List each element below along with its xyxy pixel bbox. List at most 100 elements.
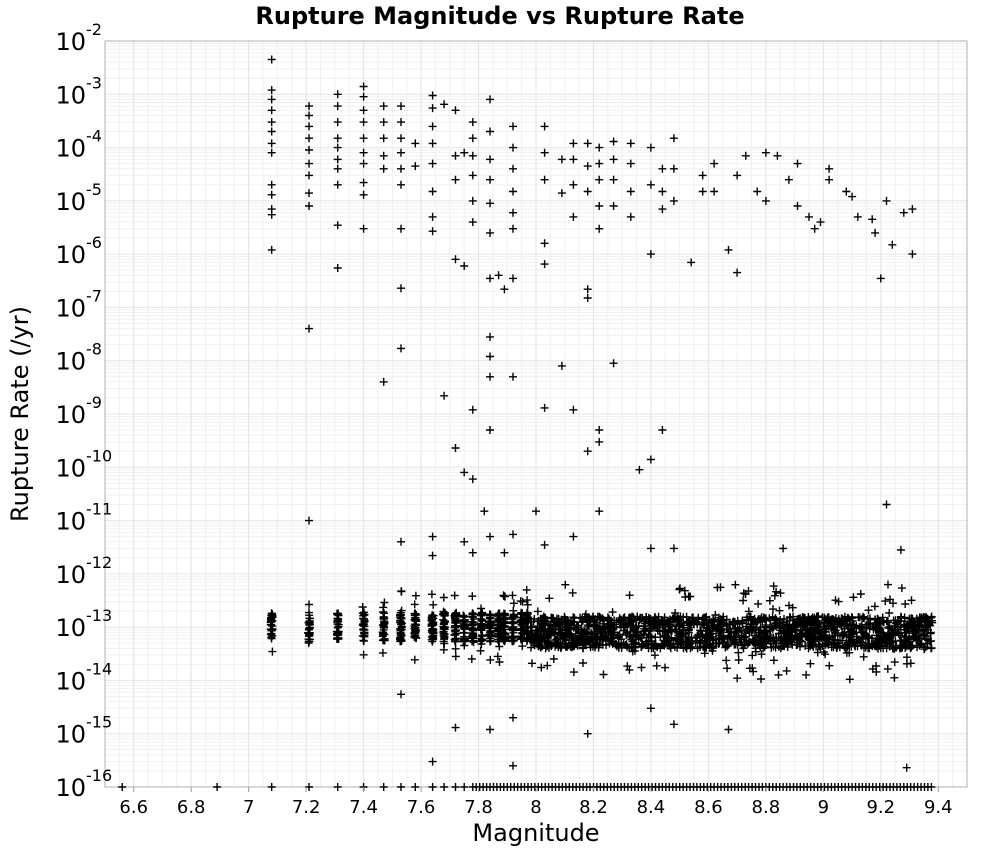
data-point <box>267 180 276 189</box>
band-point <box>922 622 931 630</box>
band-point <box>459 617 468 626</box>
data-point <box>397 690 405 699</box>
data-point <box>267 106 276 115</box>
band-point <box>857 633 866 642</box>
band-point <box>485 618 494 627</box>
data-point <box>305 122 313 131</box>
band-point <box>714 629 723 638</box>
band-point <box>711 635 720 643</box>
band-point <box>509 599 518 608</box>
band-point <box>828 615 837 624</box>
band-point <box>686 636 695 645</box>
data-point <box>595 159 604 168</box>
data-point <box>428 227 437 236</box>
band-point <box>459 632 468 641</box>
data-point <box>333 221 342 230</box>
data-point <box>557 155 566 164</box>
band-point <box>707 621 716 629</box>
data-point <box>468 405 477 414</box>
data-point <box>842 187 851 196</box>
band-point <box>641 616 650 624</box>
data-point <box>779 544 788 553</box>
band-point <box>905 637 914 646</box>
band-point <box>827 619 836 628</box>
band-point <box>766 634 774 643</box>
data-point <box>569 212 578 221</box>
data-point <box>428 551 437 560</box>
band-point <box>460 634 469 643</box>
data-point <box>428 139 437 148</box>
band-point <box>334 617 343 626</box>
band-point <box>731 580 740 589</box>
band-point <box>830 640 839 649</box>
band-point <box>451 623 460 632</box>
floor-point <box>213 783 222 791</box>
band-point <box>854 613 863 622</box>
y-tick-exponent: -16 <box>86 766 112 785</box>
band-point <box>883 664 892 673</box>
data-point <box>595 175 604 184</box>
data-point <box>397 148 405 157</box>
band-point <box>822 636 831 645</box>
band-point <box>656 633 665 642</box>
data-point <box>540 239 549 248</box>
band-point <box>578 643 587 652</box>
band-point <box>652 661 661 670</box>
band-point <box>493 652 502 661</box>
band-point <box>809 624 818 633</box>
data-point <box>540 260 549 269</box>
band-point <box>518 597 527 606</box>
band-point <box>744 607 753 616</box>
band-point <box>709 644 718 652</box>
data-point <box>724 725 733 734</box>
data-point <box>882 196 891 205</box>
band-point <box>569 636 578 645</box>
band-point <box>745 664 754 673</box>
floor-point <box>379 783 388 791</box>
band-point <box>734 656 743 664</box>
band-point <box>906 619 915 628</box>
band-point <box>378 628 387 637</box>
band-point <box>719 632 728 641</box>
data-point <box>658 426 667 434</box>
data-point <box>305 189 313 198</box>
data-point <box>868 215 877 224</box>
data-point <box>397 537 405 546</box>
data-point <box>333 164 342 173</box>
band-point <box>753 638 762 647</box>
data-point <box>359 106 368 115</box>
x-tick-label: 9 <box>818 797 829 818</box>
band-point <box>597 627 606 636</box>
data-point <box>500 285 509 294</box>
band-point <box>476 610 485 619</box>
y-tick-exponent: -4 <box>86 127 102 146</box>
band-point <box>751 624 760 633</box>
band-point <box>501 635 510 644</box>
band-point <box>380 634 389 643</box>
y-tick-base: 10 <box>55 454 86 482</box>
data-point <box>698 171 707 180</box>
data-point <box>428 91 437 100</box>
data-point <box>359 92 368 101</box>
band-point <box>304 637 313 646</box>
band-point <box>647 624 656 633</box>
data-point <box>267 118 276 127</box>
data-point <box>379 102 388 111</box>
x-tick-label: 7.8 <box>464 797 493 818</box>
band-point <box>651 613 660 622</box>
band-point <box>716 628 725 637</box>
band-point <box>870 602 879 611</box>
band-point <box>769 582 778 591</box>
band-point <box>578 636 586 645</box>
band-point <box>495 658 504 666</box>
data-point <box>569 405 578 414</box>
y-tick-base: 10 <box>55 721 86 749</box>
band-point <box>451 637 459 645</box>
data-point <box>359 118 368 127</box>
band-point <box>676 584 684 593</box>
data-point <box>305 159 313 168</box>
band-point <box>439 593 448 602</box>
band-point <box>562 623 570 632</box>
band-point <box>784 635 793 644</box>
data-point <box>509 208 517 217</box>
